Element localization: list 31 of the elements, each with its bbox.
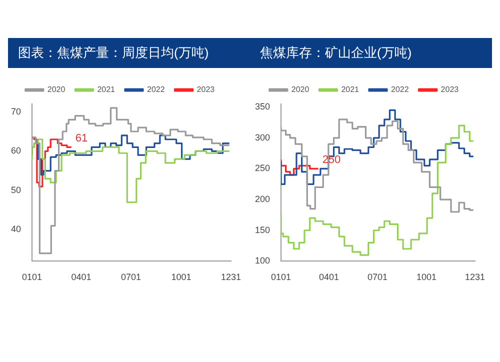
legend-label: 2022 <box>147 85 166 94</box>
x-tick-label: 0701 <box>367 272 388 282</box>
y-tick-label: 300 <box>254 132 270 142</box>
x-tick-label: 0401 <box>318 272 339 282</box>
legend-label: 2022 <box>391 85 410 94</box>
x-tick-label: 1231 <box>220 272 242 282</box>
y-tick-label: 50 <box>10 184 22 195</box>
y-tick-label: 150 <box>254 224 270 235</box>
chart-title: 图表：焦煤产量：周度日均(万吨) <box>17 44 210 62</box>
legend-label: 2023 <box>196 85 216 94</box>
y-tick-label: 70 <box>10 106 22 116</box>
legend-label: 2021 <box>341 85 360 94</box>
y-tick-label: 350 <box>254 102 270 112</box>
x-tick-label: 0101 <box>271 272 292 282</box>
y-tick-label: 100 <box>254 256 270 266</box>
y-tick-label: 40 <box>10 224 22 234</box>
y-tick-label: 60 <box>10 146 22 156</box>
x-tick-label: 0401 <box>71 272 92 282</box>
x-tick-label: 1231 <box>464 272 486 282</box>
x-tick-label: 0701 <box>120 272 141 282</box>
x-tick-label: 0101 <box>22 272 42 282</box>
legend-label: 2021 <box>97 85 116 94</box>
y-tick-label: 250 <box>254 163 270 174</box>
y-tick-label: 200 <box>254 194 270 204</box>
x-tick-label: 1001 <box>416 272 437 282</box>
legend-label: 2020 <box>291 85 310 94</box>
legend-label: 2023 <box>440 85 460 94</box>
legend-label: 2020 <box>47 85 66 94</box>
chart-title: 焦煤库存：矿山企业(万吨) <box>259 44 413 62</box>
x-tick-label: 1001 <box>171 272 192 282</box>
annotation: 61 <box>75 132 88 144</box>
